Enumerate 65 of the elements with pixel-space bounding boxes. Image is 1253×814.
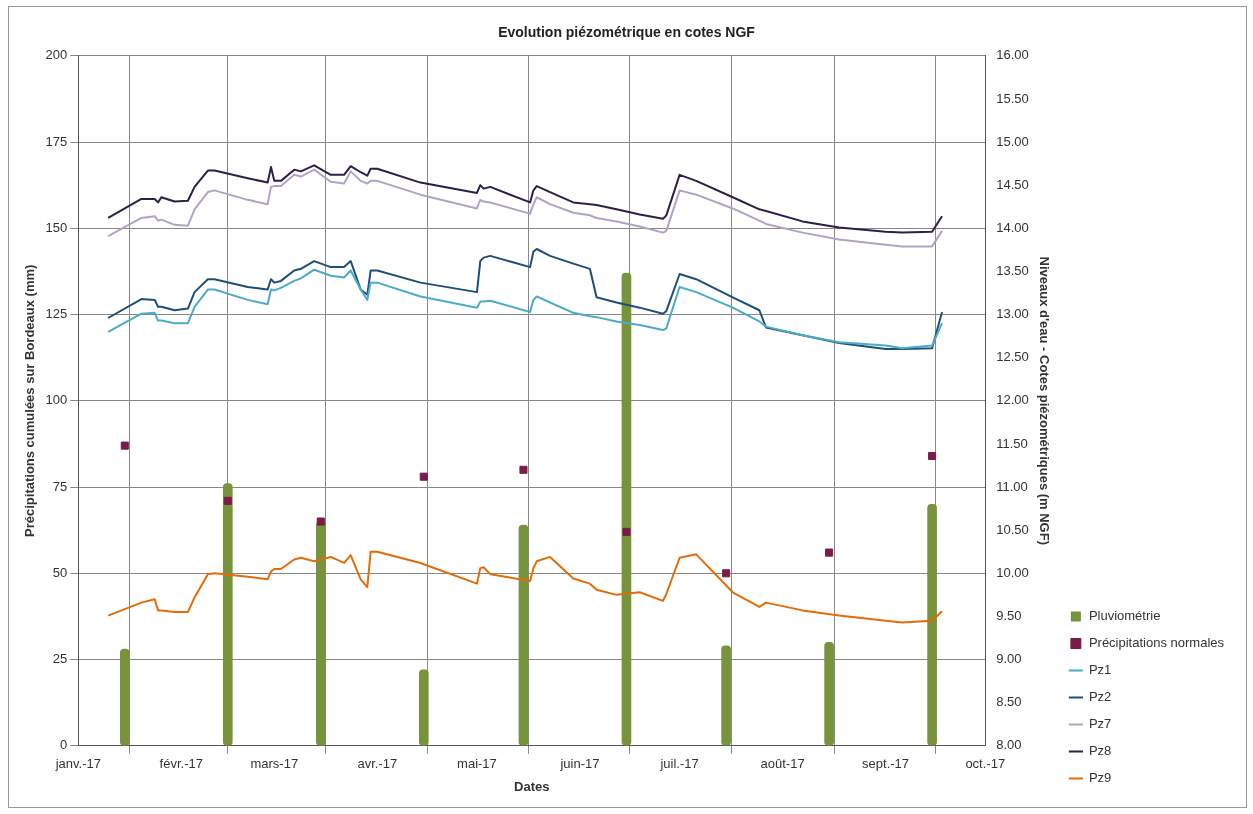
legend-label: Pz2 [1088, 689, 1112, 705]
y2-tick-label: 16.00 [996, 47, 1029, 63]
x-tick-label: juil.-17 [659, 756, 699, 772]
y-tick-label: 175 [45, 133, 68, 149]
y2-tick-label: 10.50 [996, 521, 1029, 537]
legend-label: Précipitations normales [1088, 635, 1225, 651]
y2-tick-label: 12.50 [996, 349, 1029, 365]
point [519, 465, 528, 474]
x-tick-label: févr.-17 [159, 756, 203, 772]
chart-title: Evolution piézométrique en cotes NGF [498, 24, 756, 41]
bar [824, 641, 834, 746]
x-tick-label: juin-17 [559, 756, 600, 772]
bar [222, 483, 233, 746]
y2-tick-label: 10.00 [996, 564, 1029, 580]
legend-label: Pz8 [1088, 743, 1112, 759]
bar [418, 669, 429, 746]
bar [119, 648, 130, 746]
x-tick-label: mai-17 [457, 756, 497, 772]
y2-tick-label: 14.00 [996, 219, 1029, 235]
bar [518, 524, 529, 746]
x-tick-label: sept.-17 [862, 756, 910, 772]
point [928, 451, 937, 461]
y-tick-label: 200 [45, 47, 68, 63]
y-tick-label: 25 [52, 651, 68, 667]
legend-label: Pluviométrie [1088, 608, 1161, 624]
x-tick-label: mars-17 [250, 756, 299, 772]
bar [927, 503, 937, 746]
y2-tick-label: 9.50 [996, 608, 1022, 623]
point [316, 517, 325, 526]
y2-tick-label: 11.50 [996, 435, 1028, 451]
y2-tick-label: 13.50 [996, 263, 1029, 278]
y-tick-label: 75 [52, 478, 68, 494]
legend-label: Pz9 [1088, 770, 1112, 786]
y2-tick-label: 11.00 [996, 478, 1028, 494]
legend-label: Pz7 [1088, 716, 1112, 732]
y2-tick-label: 9.00 [996, 651, 1022, 667]
x-tick-label: avr.-17 [357, 756, 398, 772]
y-tick-label: 150 [45, 219, 68, 235]
y2-tick-label: 15.00 [996, 133, 1029, 149]
point [722, 569, 731, 578]
x-tick-label: janv.-17 [54, 756, 101, 772]
point [120, 441, 129, 450]
y2-tick-label: 8.00 [996, 737, 1022, 753]
bar [721, 645, 731, 746]
point [223, 496, 232, 505]
point [419, 472, 428, 481]
y2-tick-label: 8.50 [996, 694, 1022, 710]
y2-tick-label: 13.00 [996, 306, 1029, 322]
x-tick-label: oct.-17 [965, 756, 1006, 772]
y2-tick-label: 12.00 [996, 392, 1029, 408]
y-tick-label: 100 [45, 392, 68, 408]
y-tick-label: 0 [60, 737, 68, 753]
y-tick-label: 50 [52, 564, 68, 580]
y-axis-title: Précipitations cumulées sur Bordeaux (mm) [22, 264, 38, 537]
x-tick-label: août-17 [760, 756, 805, 772]
bar [315, 521, 326, 746]
bar [621, 272, 632, 746]
y2-tick-label: 14.50 [996, 176, 1029, 192]
y2-tick-label: 15.50 [996, 90, 1029, 106]
y-tick-label: 125 [45, 306, 68, 322]
y2-axis-title: Niveaux d'eau - Cotes piézométriques (m NGF) [1037, 256, 1053, 546]
point [622, 527, 631, 536]
legend-label: Pz1 [1088, 662, 1112, 678]
x-axis-title: Dates [514, 778, 550, 794]
point [825, 548, 834, 557]
